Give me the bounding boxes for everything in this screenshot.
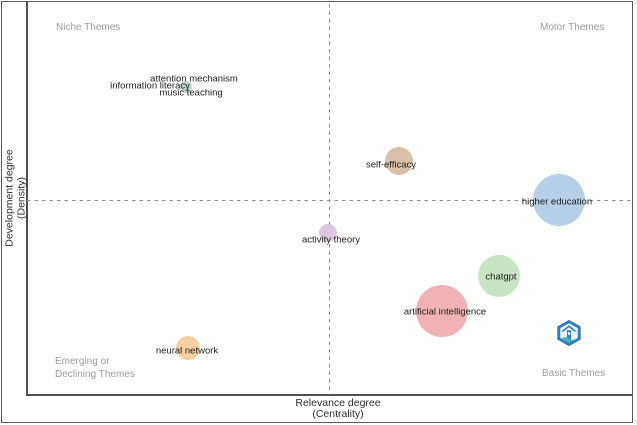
theme-label-information-literacy: information literacy — [110, 80, 190, 92]
quadrant-label-niche-themes: Niche Themes — [56, 22, 121, 33]
theme-bubble-activity-theory — [319, 224, 337, 242]
theme-bubble-information-literacy — [180, 81, 192, 93]
y-axis-title-line1: Development degree — [3, 149, 16, 247]
theme-label-artificial-intelligence: artificial intelligence — [403, 306, 487, 318]
quadrant-label-emerging-line1: Emerging or — [55, 356, 110, 367]
theme-label-music-teaching: music teaching — [159, 87, 223, 99]
x-axis-title-line2: (Centrality) — [312, 408, 364, 420]
theme-label-attention-mechanism: attention mechanism — [150, 73, 238, 85]
theme-bubble-self-efficacy — [385, 147, 413, 175]
quadrant-label-motor-themes: Motor Themes — [540, 22, 605, 33]
hexagon-badge-watermark-icon — [557, 319, 581, 347]
theme-bubble-higher-education — [533, 174, 585, 226]
theme-label-higher-education: higher education — [521, 196, 593, 208]
theme-label-activity-theory: activity theory — [301, 234, 361, 246]
theme-bubble-neural-network — [176, 336, 200, 360]
quadrant-label-emerging-declining-themes: Emerging or Declining Themes — [55, 355, 135, 381]
y-axis-line — [26, 2, 28, 395]
theme-label-chatgpt: chatgpt — [485, 271, 517, 283]
x-axis-title-line1: Relevance degree — [295, 397, 381, 409]
theme-label-self-efficacy: self-efficacy — [366, 159, 416, 171]
vertical-divider-dashed-line — [329, 4, 330, 395]
quadrant-label-emerging-line2: Declining Themes — [55, 369, 135, 380]
theme-bubble-artificial-intelligence — [416, 285, 468, 337]
x-axis-title: Relevance degree (Centrality) — [295, 398, 380, 420]
theme-bubble-chatgpt — [478, 255, 520, 297]
theme-label-neural-network: neural network — [155, 345, 219, 357]
y-axis-title-line2: (Density) — [15, 176, 27, 220]
y-axis-title: Development degree (Density) — [3, 149, 28, 247]
quadrant-label-basic-themes: Basic Themes — [542, 368, 606, 379]
